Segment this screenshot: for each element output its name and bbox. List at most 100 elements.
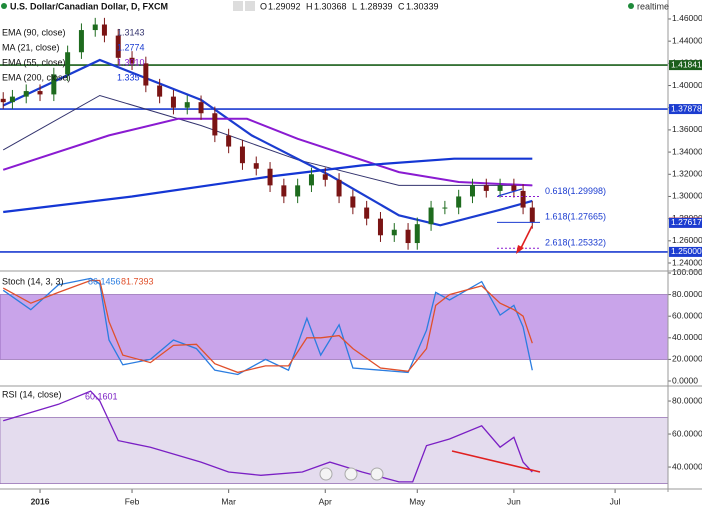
y-tick-label: 1.44000 [672, 35, 702, 45]
band [0, 417, 669, 484]
candle-body [23, 91, 29, 97]
quote-name: C [398, 1, 405, 11]
band [0, 294, 669, 360]
fib-label: 2.618(1.25332) [545, 238, 606, 248]
candle-body [350, 196, 356, 208]
legend-value: 60.1601 [85, 391, 118, 401]
x-tick-label: Mar [221, 496, 236, 506]
x-tick-label: Feb [125, 496, 140, 506]
settings-icon[interactable] [245, 1, 255, 11]
x-tick-label: 2016 [31, 496, 50, 506]
indicator-line [3, 390, 533, 483]
candle-body [143, 63, 149, 86]
fib-label: 0.618(1.29998) [545, 186, 606, 196]
candle-body [157, 85, 163, 97]
legend-value: 81.7393 [121, 276, 154, 286]
y-tick-label: 100.0000 [672, 267, 702, 277]
legend-value: 86.1456 [88, 276, 121, 286]
y-tick-label: 1.36000 [672, 124, 702, 134]
candle-body [115, 35, 121, 58]
candle-body [364, 207, 370, 219]
candle-body [377, 218, 383, 236]
y-tick-label: 1.34000 [672, 146, 702, 156]
candle-body [184, 102, 190, 108]
candle-body [267, 168, 273, 186]
quote-value: 1.30339 [406, 1, 439, 11]
y-tick-label: 60.0000 [672, 310, 702, 320]
panel-backgrounds [0, 18, 671, 493]
indicator-line [2, 117, 533, 187]
y-tick-label: 1.40000 [672, 80, 702, 90]
level-label: 1.27617 [671, 217, 702, 227]
level-box [669, 246, 702, 257]
level-label: 1.41841 [671, 59, 702, 69]
candle-body [92, 24, 98, 31]
quote-value: 1.28939 [360, 1, 393, 11]
fib-label: 1.618(1.27665) [545, 212, 606, 222]
quote: O 1.29092 H 1.30368 L 1.28939 C 1.30339 [260, 1, 439, 11]
legend-value: 1.3143 [117, 27, 145, 37]
icon[interactable] [344, 467, 358, 481]
x-tick-label: Jul [610, 496, 621, 506]
quote-value: 1.29092 [268, 1, 301, 11]
legend-value: 1.2774 [117, 42, 145, 52]
quote-value: 1.30368 [314, 1, 347, 11]
x-tick-label: Apr [319, 496, 332, 506]
legend-name: MA (21, close) [2, 42, 60, 52]
y-tick-label: 40.0000 [672, 461, 702, 471]
candle-body [295, 185, 301, 197]
y-tick-label: 40.0000 [672, 332, 702, 342]
candle-body [281, 185, 287, 197]
candle-body [405, 229, 411, 244]
candle-body [9, 96, 15, 103]
settings-icon[interactable] [233, 1, 243, 11]
y-tick-label: 1.30000 [672, 191, 702, 201]
candle-body [65, 52, 71, 75]
y-tick-label: 0.0000 [672, 375, 698, 385]
panel-title: RSI (14, close) [2, 389, 62, 399]
quote-name: O [260, 1, 267, 11]
y-tick-label: 80.0000 [672, 289, 702, 299]
candle-body [253, 163, 259, 169]
candle-body [511, 185, 517, 191]
candle-body [37, 91, 43, 95]
candle-body [391, 229, 397, 236]
y-tick-label: 1.26000 [672, 235, 702, 245]
candle-body [442, 207, 448, 209]
indicator-line [3, 157, 533, 214]
chart-title: U.S. Dollar/Canadian Dollar, D, FXCM [10, 1, 168, 11]
legend-value: 1.3010 [117, 57, 145, 67]
level-label: 1.25000 [671, 246, 702, 256]
x-tick-label: May [409, 496, 426, 506]
candle-body [129, 57, 135, 64]
divergence-line [451, 450, 541, 473]
level-box [669, 60, 702, 71]
y-tick-label: 1.46000 [672, 13, 702, 23]
y-tick-label: 20.0000 [672, 354, 702, 364]
level-box [669, 217, 702, 228]
panel-title: Stoch (14, 3, 3) [2, 276, 64, 286]
candle-body [520, 190, 526, 208]
candle-body [428, 207, 434, 225]
candle-body [0, 98, 6, 103]
candle-body [469, 185, 475, 197]
candle-body [414, 224, 420, 244]
x-tick-label: Jun [507, 496, 521, 506]
level-label: 1.37878 [671, 103, 702, 113]
icon[interactable] [319, 467, 333, 481]
legend-value: 1.335 [117, 72, 140, 82]
y-tick-label: 80.0000 [672, 395, 702, 405]
candle-body [51, 74, 57, 95]
arrow [519, 225, 533, 251]
candle-body [170, 96, 176, 108]
trend-line [497, 188, 523, 197]
legend-name: EMA (200, close) [2, 72, 71, 82]
toolbar-icons[interactable] [319, 467, 384, 481]
candle-body [322, 174, 328, 180]
icon[interactable] [370, 467, 384, 481]
candle-body [226, 135, 232, 147]
candle-body [101, 24, 107, 36]
arrow-head [516, 245, 524, 254]
